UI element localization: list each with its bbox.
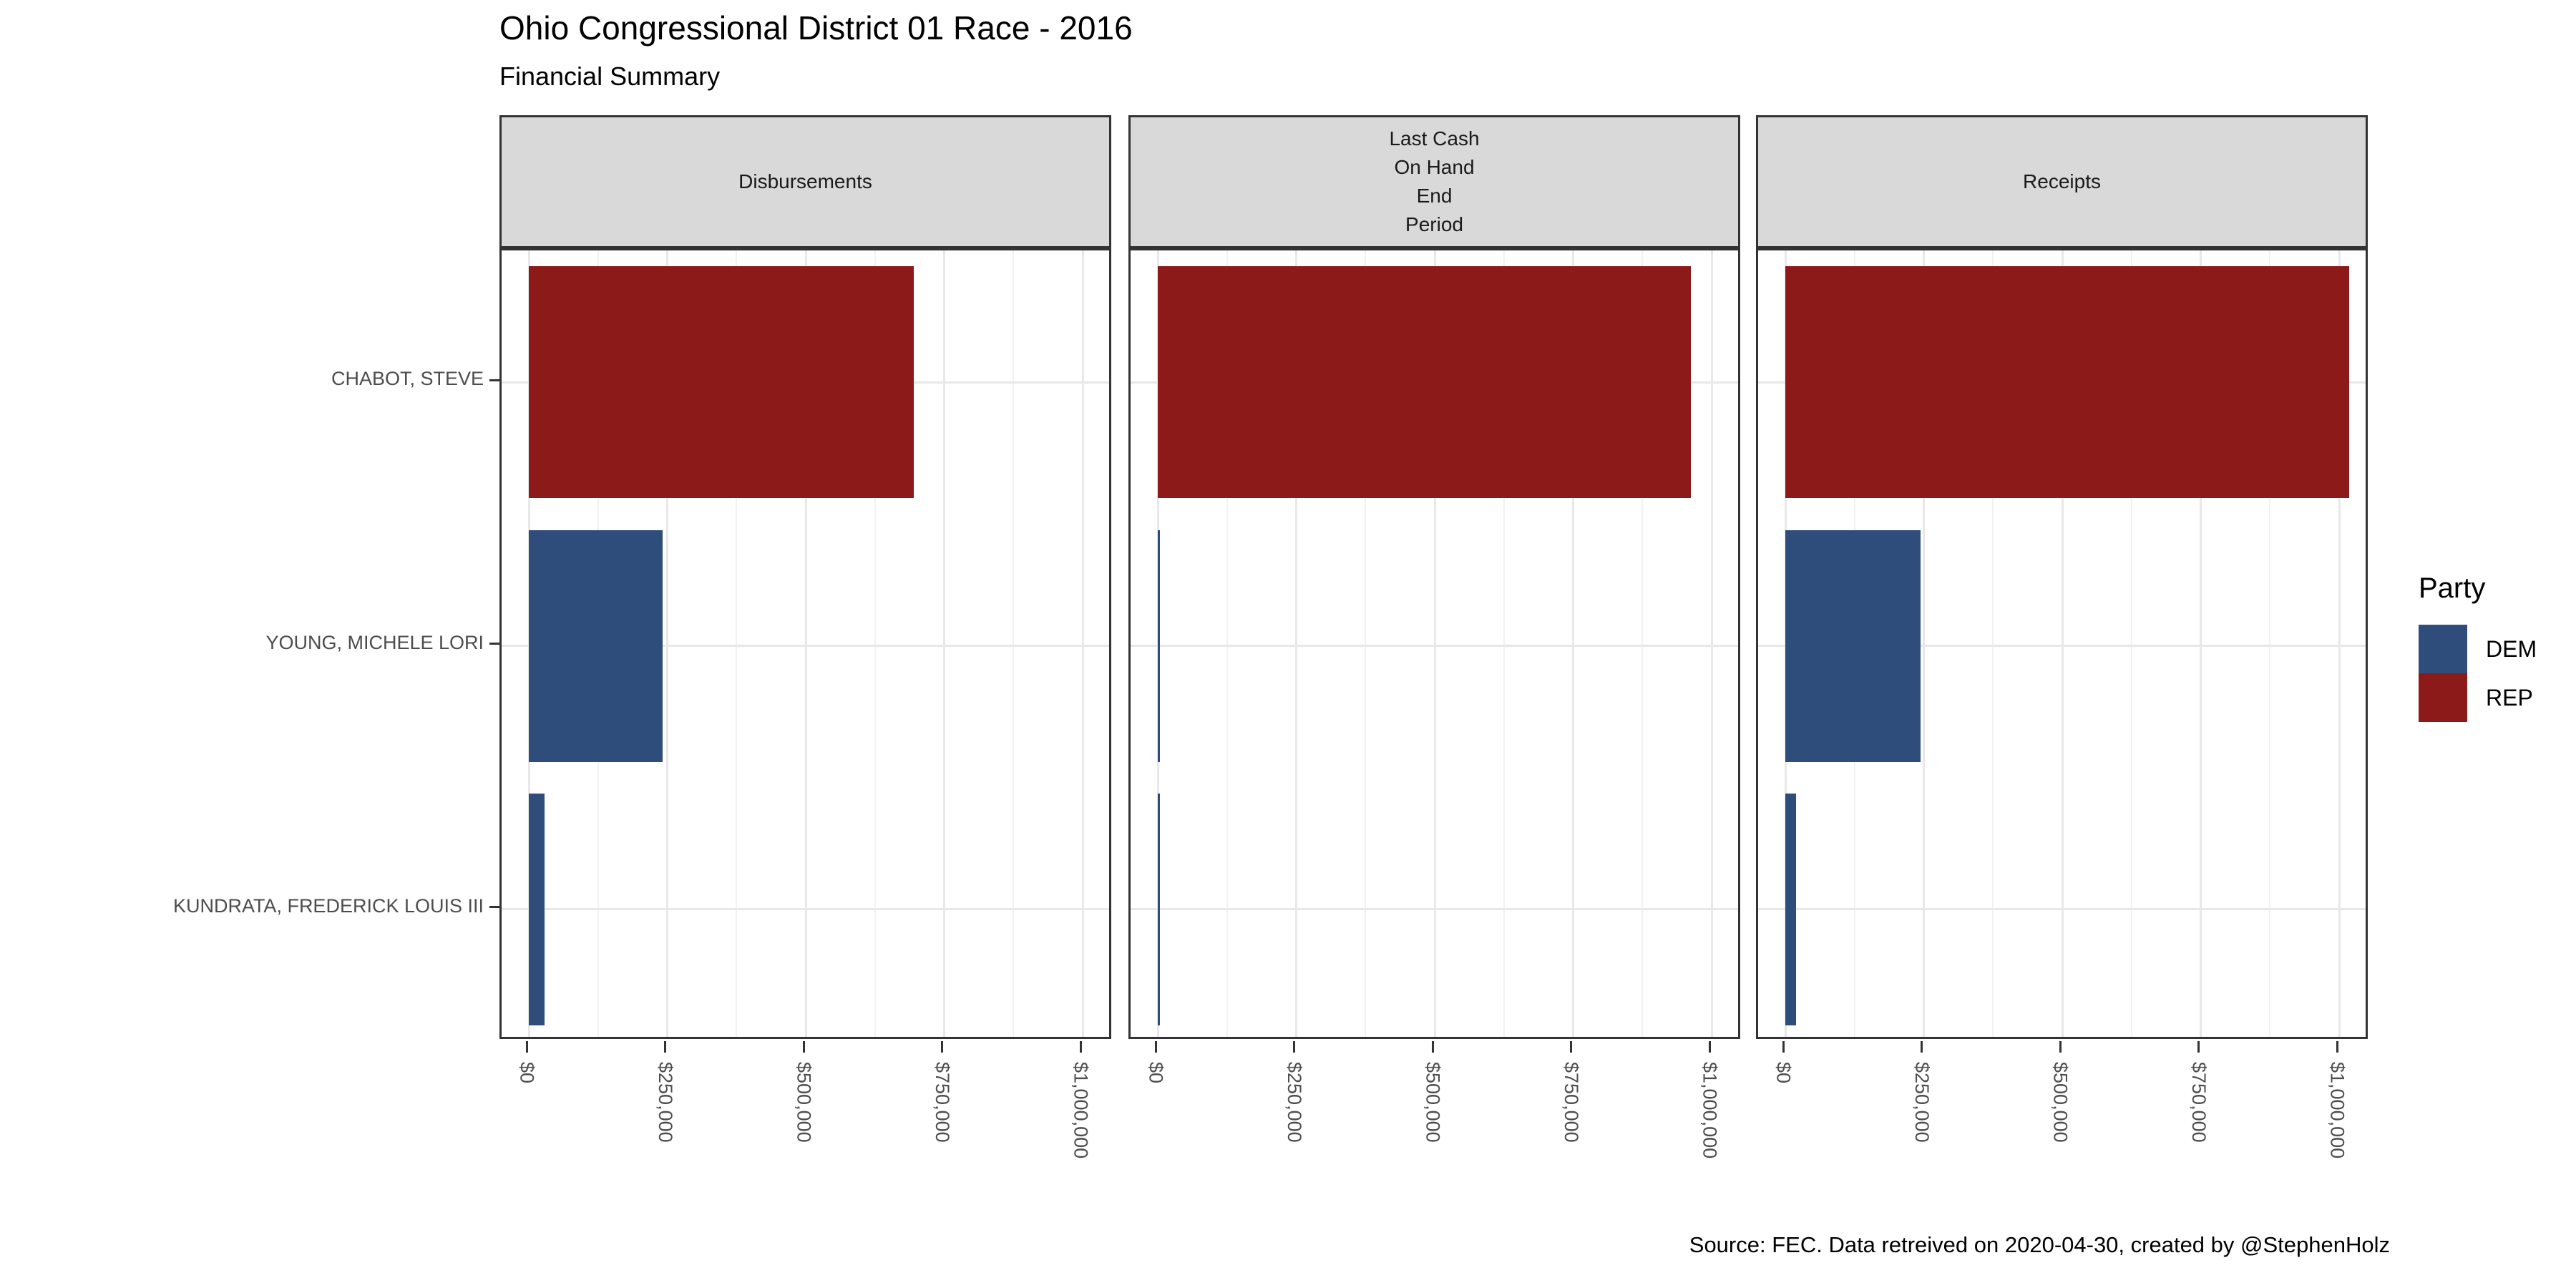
facet-strip-label: Receipts (2023, 170, 2101, 192)
gridline-major-v (1295, 250, 1297, 1037)
x-tick (1570, 1041, 1572, 1053)
x-tick (1431, 1041, 1434, 1053)
gridline-minor-v (1226, 250, 1228, 1037)
x-tick-label: $500,000 (793, 1062, 815, 1143)
x-tick-label: $750,000 (932, 1062, 953, 1143)
x-tick-label: $500,000 (1422, 1062, 1444, 1143)
x-tick-label: $1,000,000 (1699, 1062, 1721, 1159)
legend: Party DEM REP (2419, 572, 2537, 722)
x-tick-label: $1,000,000 (2326, 1062, 2348, 1159)
x-tick (941, 1041, 943, 1053)
x-tick (1708, 1041, 1711, 1053)
gridline-minor-v (1503, 250, 1505, 1037)
gridline-minor-v (1641, 250, 1644, 1037)
facet-panel (1128, 248, 1740, 1039)
legend-entries: DEM REP (2419, 625, 2537, 722)
x-tick-label: $500,000 (2049, 1062, 2072, 1143)
facet-strip: Receipts (1756, 115, 2368, 248)
x-tick (1154, 1041, 1157, 1053)
gridline-minor-v (2130, 250, 2132, 1037)
x-tick (664, 1041, 666, 1053)
gridline-major-v (1433, 250, 1436, 1037)
x-tick-label: $250,000 (1284, 1062, 1305, 1143)
legend-label: REP (2486, 684, 2533, 711)
gridline-major-v (1572, 250, 1574, 1037)
gridline-major-v (1081, 250, 1084, 1037)
gridline-major-h (502, 645, 1109, 647)
x-tick-label: $0 (1772, 1062, 1795, 1084)
bar (1158, 266, 1692, 498)
gridline-minor-v (2269, 250, 2271, 1037)
x-tick (1293, 1041, 1295, 1053)
y-tick (489, 643, 499, 645)
y-axis-label: CHABOT, STEVE (331, 368, 484, 389)
x-tick-label: $0 (1145, 1062, 1167, 1084)
legend-label: DEM (2486, 635, 2537, 662)
x-tick (1079, 1041, 1082, 1053)
plot-subtitle: Financial Summary (499, 62, 721, 91)
gridline-major-h (502, 908, 1109, 911)
x-tick-label: $1,000,000 (1070, 1062, 1092, 1159)
bar (529, 530, 663, 762)
x-tick (2197, 1041, 2200, 1053)
gridline-minor-v (736, 250, 738, 1037)
legend-swatch (2419, 673, 2467, 722)
gridline-minor-v (874, 250, 876, 1037)
x-tick-label: $750,000 (2188, 1062, 2210, 1143)
facet-panel (499, 248, 1111, 1039)
bar (529, 794, 545, 1025)
gridline-major-v (666, 250, 668, 1037)
x-tick (1921, 1041, 1923, 1053)
x-tick-label: $250,000 (1911, 1062, 1933, 1143)
bar (1785, 530, 1921, 762)
x-tick-label: $0 (516, 1062, 538, 1084)
x-tick (2059, 1041, 2062, 1053)
gridline-major-v (804, 250, 807, 1037)
facet-strip-label: On Hand (1394, 156, 1475, 178)
x-tick (802, 1041, 805, 1053)
bar (1158, 530, 1160, 762)
y-axis-label: KUNDRATA, FREDERICK LOUIS III (172, 895, 484, 917)
gridline-major-h (1131, 908, 1738, 911)
gridline-minor-v (1992, 250, 1994, 1037)
gridline-major-v (2061, 250, 2064, 1037)
legend-entry: REP (2419, 673, 2537, 722)
gridline-minor-v (1013, 250, 1015, 1037)
source-caption: Source: FEC. Data retreived on 2020-04-3… (1689, 1232, 2390, 1257)
facet-strip-label: Disbursements (738, 170, 872, 192)
facet-strip-label: Last Cash (1389, 127, 1480, 150)
x-tick (2336, 1041, 2338, 1053)
y-tick (489, 379, 499, 381)
y-tick (489, 906, 499, 908)
legend-swatch (2419, 625, 2467, 673)
facet-panel (1756, 248, 2368, 1039)
gridline-major-v (943, 250, 945, 1037)
x-tick (525, 1041, 528, 1053)
x-tick-label: $750,000 (1561, 1062, 1582, 1143)
bar (1158, 794, 1160, 1025)
legend-entry: DEM (2419, 625, 2537, 673)
gridline-major-v (2338, 250, 2341, 1037)
bar (1785, 266, 2349, 498)
gridline-major-h (1758, 908, 2366, 911)
bar (529, 266, 914, 498)
y-axis-label: YOUNG, MICHELE LORI (265, 632, 484, 653)
gridline-major-v (1710, 250, 1713, 1037)
gridline-major-h (1131, 645, 1738, 647)
gridline-minor-v (1365, 250, 1367, 1037)
legend-title: Party (2419, 572, 2486, 604)
x-tick (1782, 1041, 1785, 1053)
plot-title: Ohio Congressional District 01 Race - 20… (499, 9, 1133, 47)
facet-strip-label: End (1416, 185, 1453, 207)
bar (1785, 794, 1796, 1025)
gridline-major-h (1758, 645, 2366, 647)
x-tick-label: $250,000 (655, 1062, 676, 1143)
facet-strip: Last Cash On Hand End Period (1128, 115, 1740, 248)
facet-strip: Disbursements (499, 115, 1111, 248)
facet-strip-label: Period (1405, 213, 1463, 235)
gridline-major-v (2200, 250, 2202, 1037)
gridline-major-v (1923, 250, 1925, 1037)
